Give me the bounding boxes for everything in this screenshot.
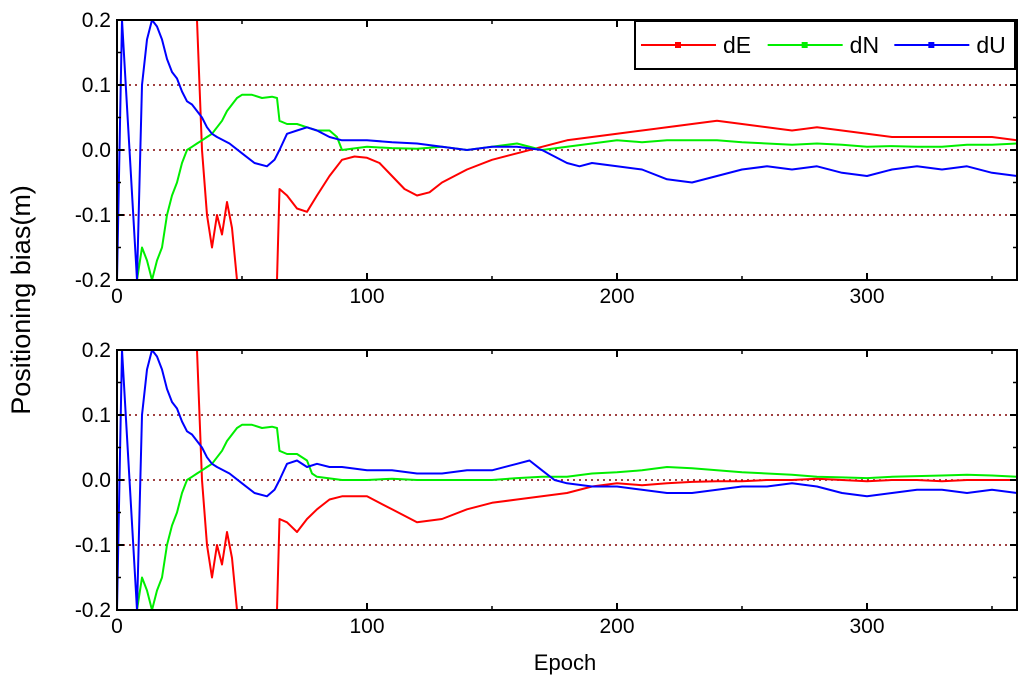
y-tick-label: 0.0	[82, 469, 111, 492]
x-tick-label: 300	[849, 615, 884, 638]
series-line-dU	[117, 350, 1017, 610]
y-tick-label: 0.2	[82, 339, 111, 362]
panel-bottom: 0 100 200 300 -0.2 -0.1 0.0 0.1 0.2	[75, 339, 1018, 638]
x-tick-label: 200	[599, 615, 634, 638]
y-tick-label: -0.2	[75, 599, 111, 622]
legend-marker-dE	[675, 42, 681, 48]
y-axis-title: Positioning bias(m)	[6, 185, 36, 415]
series-line-dN	[136, 423, 1017, 610]
y-tick-label: 0.1	[82, 404, 111, 427]
legend-label-dN: dN	[850, 32, 879, 58]
panel-top: 0 100 200 300 -0.2 -0.1 0.0 0.1 0.2	[75, 9, 1018, 308]
x-tick-label: 300	[849, 285, 884, 308]
y-tick-label: 0.2	[82, 9, 111, 32]
y-tick-label: -0.1	[75, 534, 111, 557]
series-line-dE	[196, 20, 1017, 280]
x-tick-label: 0	[111, 615, 123, 638]
legend-marker-dN	[801, 42, 808, 48]
legend-label-dE: dE	[723, 32, 751, 58]
y-tick-label: -0.2	[75, 269, 111, 292]
y-tick-label: 0.0	[82, 139, 111, 162]
series-line-dN	[136, 93, 1017, 280]
x-tick-label: 0	[111, 285, 123, 308]
legend-marker-dU	[928, 42, 935, 48]
x-tick-label: 200	[599, 285, 634, 308]
x-tick-label: 100	[349, 285, 384, 308]
x-axis-title: Epoch	[534, 650, 596, 675]
legend: dE dN dU	[634, 20, 1016, 70]
y-tick-label: 0.1	[82, 74, 111, 97]
series-line-dU	[117, 20, 1017, 280]
x-tick-label: 100	[349, 615, 384, 638]
y-tick-label: -0.1	[75, 204, 111, 227]
legend-label-dU: dU	[976, 32, 1005, 58]
series-line-dE	[196, 350, 1017, 610]
